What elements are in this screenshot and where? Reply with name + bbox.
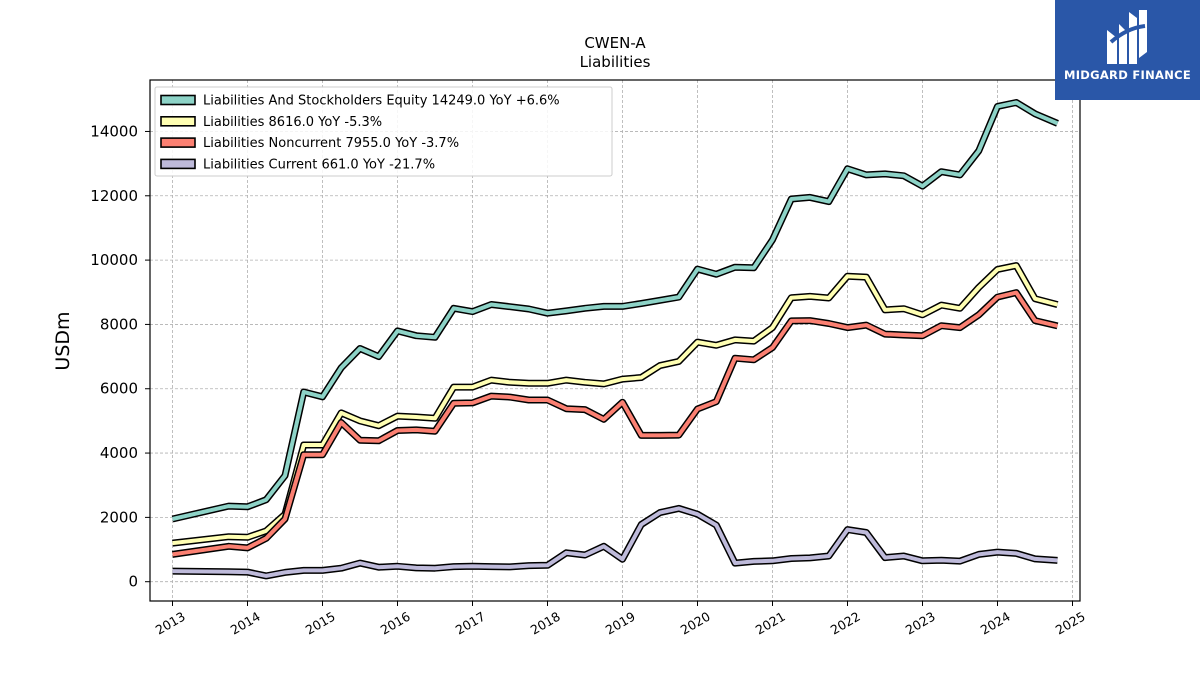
x-tick-label: 2021: [753, 609, 788, 638]
x-tick-label: 2016: [378, 609, 413, 638]
y-tick-label: 14000: [90, 122, 138, 140]
legend: Liabilities And Stockholders Equity 1424…: [154, 86, 613, 177]
midgard-logo-icon: [1107, 10, 1147, 64]
legend-swatch: [160, 137, 196, 148]
x-tick-label: 2022: [828, 609, 863, 638]
x-tick-label: 2017: [453, 609, 488, 638]
legend-label: Liabilities 8616.0 YoY -5.3%: [203, 115, 382, 130]
chart-title: CWEN-A: [584, 34, 646, 52]
legend-item: Liabilities Current 661.0 YoY -21.7%: [160, 157, 435, 172]
x-tick-label: 2024: [978, 609, 1013, 638]
legend-label: Liabilities Current 661.0 YoY -21.7%: [203, 157, 435, 172]
series-line-2: [172, 290, 1058, 557]
y-tick-label: 2000: [100, 508, 138, 526]
series-line-0: [172, 100, 1059, 521]
series-line-outline-2: [172, 289, 1059, 558]
x-tick-label: 2014: [228, 609, 263, 638]
legend-swatch: [160, 116, 196, 127]
y-tick-label: 10000: [90, 251, 138, 269]
legend-swatch: [160, 94, 196, 106]
plot-frame: [149, 79, 1081, 602]
series-line-1: [172, 263, 1059, 546]
chart-subtitle: Liabilities: [580, 53, 651, 71]
x-tick-label: 2025: [1053, 609, 1088, 638]
x-tick-label: 2013: [153, 609, 188, 638]
x-tick-label: 2018: [528, 609, 563, 638]
series-lines: [171, 99, 1059, 580]
x-axis-ticks: 2013 2014 2015 2016 2017 2018 2019 2020 2021 2022…: [153, 601, 1088, 638]
brand-name: MIDGARD FINANCE: [1063, 68, 1192, 82]
legend-box: [154, 86, 613, 177]
brand-logo: MIDGARD FINANCE: [1055, 0, 1200, 100]
y-tick-label: 6000: [100, 380, 138, 398]
legend-swatch: [160, 158, 196, 170]
y-tick-label: 0: [128, 573, 138, 591]
y-axis-ticks: 0 2000 4000 6000 8000 10000 12000 14000: [90, 122, 150, 591]
y-tick-label: 12000: [90, 187, 138, 205]
x-tick-label: 2023: [903, 609, 938, 638]
series-line-outline-3: [172, 504, 1058, 580]
legend-item: Liabilities And Stockholders Equity 1424…: [160, 94, 560, 109]
x-tick-label: 2019: [603, 609, 638, 638]
y-tick-label: 4000: [100, 444, 138, 462]
y-tick-label: 8000: [100, 315, 138, 333]
y-axis-label: USDm: [52, 311, 74, 370]
x-tick-label: 2020: [678, 609, 713, 638]
legend-item: Liabilities Noncurrent 7955.0 YoY -3.7%: [160, 136, 459, 151]
legend-label: Liabilities Noncurrent 7955.0 YoY -3.7%: [203, 136, 459, 151]
x-tick-label: 2015: [303, 609, 338, 638]
legend-label: Liabilities And Stockholders Equity 1424…: [203, 94, 560, 109]
series-line-3: [172, 506, 1058, 578]
legend-item: Liabilities 8616.0 YoY -5.3%: [160, 115, 382, 130]
